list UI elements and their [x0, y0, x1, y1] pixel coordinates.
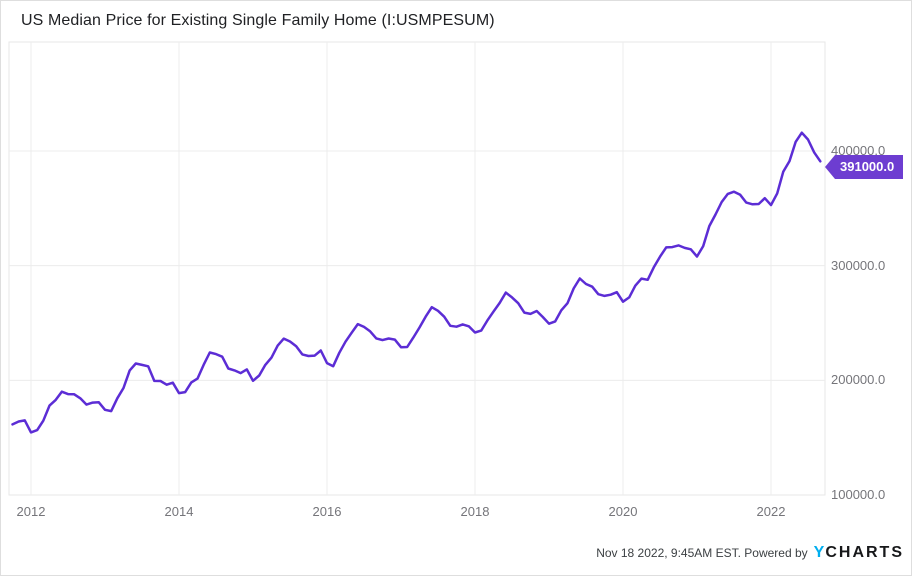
x-axis-tick-label: 2020 [608, 504, 638, 519]
ycharts-logo-charts: CHARTS [825, 544, 904, 561]
y-axis-tick-label: 200000.0 [831, 372, 886, 388]
price-line-series[interactable] [11, 131, 822, 434]
x-axis-tick-label: 2018 [460, 504, 490, 519]
x-axis-tick-label: 2014 [164, 504, 194, 519]
y-axis-tick-label: 400000.0 [831, 143, 886, 158]
y-axis-tick-label: 100000.0 [831, 487, 886, 502]
ycharts-logo-y: Y [813, 544, 826, 561]
plot-area-border [8, 41, 826, 496]
timestamp-text: Nov 18 2022, 9:45AM EST. Powered by [596, 546, 808, 560]
chart-title: US Median Price for Existing Single Fami… [21, 12, 495, 29]
x-axis-tick-label: 2016 [312, 504, 342, 519]
attribution: Nov 18 2022, 9:45AM EST. Powered by Y CH… [596, 544, 904, 562]
x-axis-tick-label: 2022 [756, 504, 786, 519]
x-axis-tick-label: 2012 [16, 504, 46, 519]
y-axis-tick-label: 300000.0 [831, 257, 886, 273]
last-value-badge: 391000.0 [825, 155, 904, 179]
